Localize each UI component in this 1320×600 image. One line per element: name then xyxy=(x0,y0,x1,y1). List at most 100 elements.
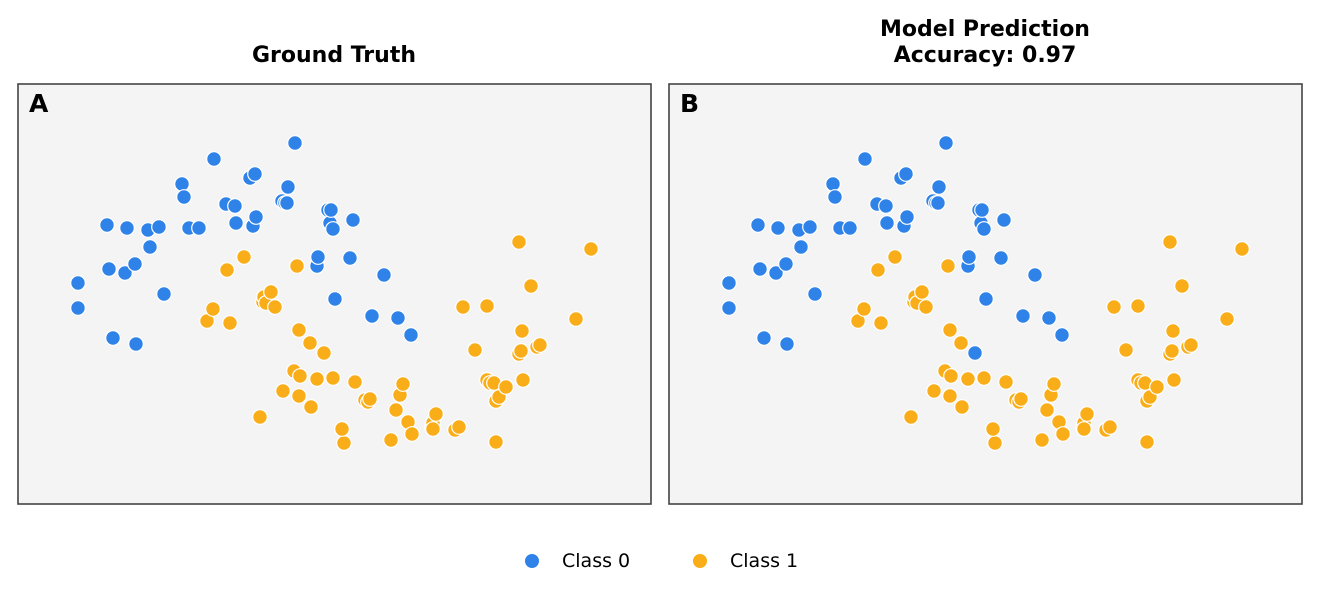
data-point-class-1 xyxy=(514,323,530,339)
data-point-class-1 xyxy=(362,391,378,407)
data-point-class-1 xyxy=(954,399,970,415)
legend-marker-class-0 xyxy=(524,553,540,569)
data-point-class-1 xyxy=(1130,298,1146,314)
panel-b-title-text: Model Prediction xyxy=(880,17,1090,42)
data-point-class-0 xyxy=(390,310,406,326)
data-point-class-1 xyxy=(303,399,319,415)
data-point-class-1 xyxy=(513,343,529,359)
data-point-class-0 xyxy=(119,220,135,236)
data-point-class-0 xyxy=(176,189,192,205)
data-point-class-0 xyxy=(342,250,358,266)
data-point-class-0 xyxy=(993,250,1009,266)
data-point-class-1 xyxy=(568,311,584,327)
data-point-class-1 xyxy=(903,409,919,425)
legend-item-class-1: Class 1 xyxy=(692,548,798,574)
data-point-class-0 xyxy=(967,345,983,361)
data-point-class-1 xyxy=(914,284,930,300)
data-point-class-1 xyxy=(498,379,514,395)
data-point-class-0 xyxy=(931,179,947,195)
data-point-class-0 xyxy=(105,330,121,346)
panel-b-subtitle: Accuracy: 0.97 xyxy=(893,43,1077,68)
data-point-class-1 xyxy=(334,421,350,437)
data-point-class-0 xyxy=(938,135,954,151)
data-point-class-0 xyxy=(793,239,809,255)
data-point-class-0 xyxy=(127,256,143,272)
data-point-class-0 xyxy=(310,249,326,265)
data-point-class-0 xyxy=(247,166,263,182)
data-point-class-0 xyxy=(151,219,167,235)
data-point-class-1 xyxy=(1174,278,1190,294)
data-point-class-1 xyxy=(943,368,959,384)
data-point-class-1 xyxy=(985,421,1001,437)
data-point-class-0 xyxy=(1027,267,1043,283)
data-point-class-0 xyxy=(750,217,766,233)
data-point-class-1 xyxy=(1055,426,1071,442)
data-point-class-0 xyxy=(279,195,295,211)
data-point-class-0 xyxy=(287,135,303,151)
data-point-class-0 xyxy=(323,202,339,218)
data-point-class-0 xyxy=(228,215,244,231)
data-point-class-0 xyxy=(1054,327,1070,343)
data-point-class-0 xyxy=(721,275,737,291)
data-point-class-1 xyxy=(1165,323,1181,339)
data-point-class-0 xyxy=(403,327,419,343)
data-point-class-0 xyxy=(248,209,264,225)
data-point-class-0 xyxy=(345,212,361,228)
data-point-class-0 xyxy=(961,249,977,265)
data-point-class-1 xyxy=(998,374,1014,390)
data-point-class-1 xyxy=(425,421,441,437)
data-point-class-1 xyxy=(1013,391,1029,407)
data-point-class-1 xyxy=(976,370,992,386)
data-point-class-1 xyxy=(291,322,307,338)
data-point-class-1 xyxy=(219,262,235,278)
data-point-class-1 xyxy=(953,335,969,351)
data-point-class-1 xyxy=(263,284,279,300)
data-point-class-0 xyxy=(978,291,994,307)
data-point-class-1 xyxy=(222,315,238,331)
data-point-class-1 xyxy=(291,388,307,404)
data-point-class-1 xyxy=(302,335,318,351)
data-point-class-1 xyxy=(292,368,308,384)
data-point-class-1 xyxy=(511,234,527,250)
data-point-class-0 xyxy=(898,166,914,182)
data-point-class-1 xyxy=(870,262,886,278)
data-point-class-1 xyxy=(942,388,958,404)
legend: Class 0 Class 1 xyxy=(0,548,1320,574)
data-point-class-0 xyxy=(857,151,873,167)
data-point-class-0 xyxy=(99,217,115,233)
data-point-class-0 xyxy=(191,220,207,236)
data-point-class-0 xyxy=(930,195,946,211)
data-point-class-1 xyxy=(1118,342,1134,358)
data-point-class-1 xyxy=(309,371,325,387)
data-point-class-1 xyxy=(1039,402,1055,418)
data-point-class-0 xyxy=(976,221,992,237)
data-point-class-1 xyxy=(926,383,942,399)
data-point-class-0 xyxy=(174,176,190,192)
data-point-class-0 xyxy=(899,209,915,225)
panel-b-title: Model Prediction Accuracy: 0.97 xyxy=(668,17,1302,69)
data-point-class-0 xyxy=(1041,310,1057,326)
data-point-class-0 xyxy=(227,198,243,214)
data-point-class-1 xyxy=(1166,372,1182,388)
data-point-class-0 xyxy=(825,176,841,192)
data-point-class-1 xyxy=(455,299,471,315)
data-point-class-1 xyxy=(275,383,291,399)
data-point-class-1 xyxy=(205,301,221,317)
data-point-class-1 xyxy=(289,258,305,274)
data-point-class-1 xyxy=(1162,234,1178,250)
data-point-class-1 xyxy=(1183,337,1199,353)
plot-area xyxy=(17,83,652,505)
data-point-class-0 xyxy=(752,261,768,277)
data-point-class-1 xyxy=(383,432,399,448)
data-point-class-0 xyxy=(142,239,158,255)
data-point-class-1 xyxy=(1106,299,1122,315)
data-point-class-1 xyxy=(316,345,332,361)
data-point-class-1 xyxy=(940,258,956,274)
panel-b-label: B xyxy=(680,89,699,118)
data-point-class-1 xyxy=(583,241,599,257)
data-point-class-1 xyxy=(488,434,504,450)
data-point-class-0 xyxy=(128,336,144,352)
panel-b: B xyxy=(668,83,1303,505)
data-point-class-1 xyxy=(236,249,252,265)
